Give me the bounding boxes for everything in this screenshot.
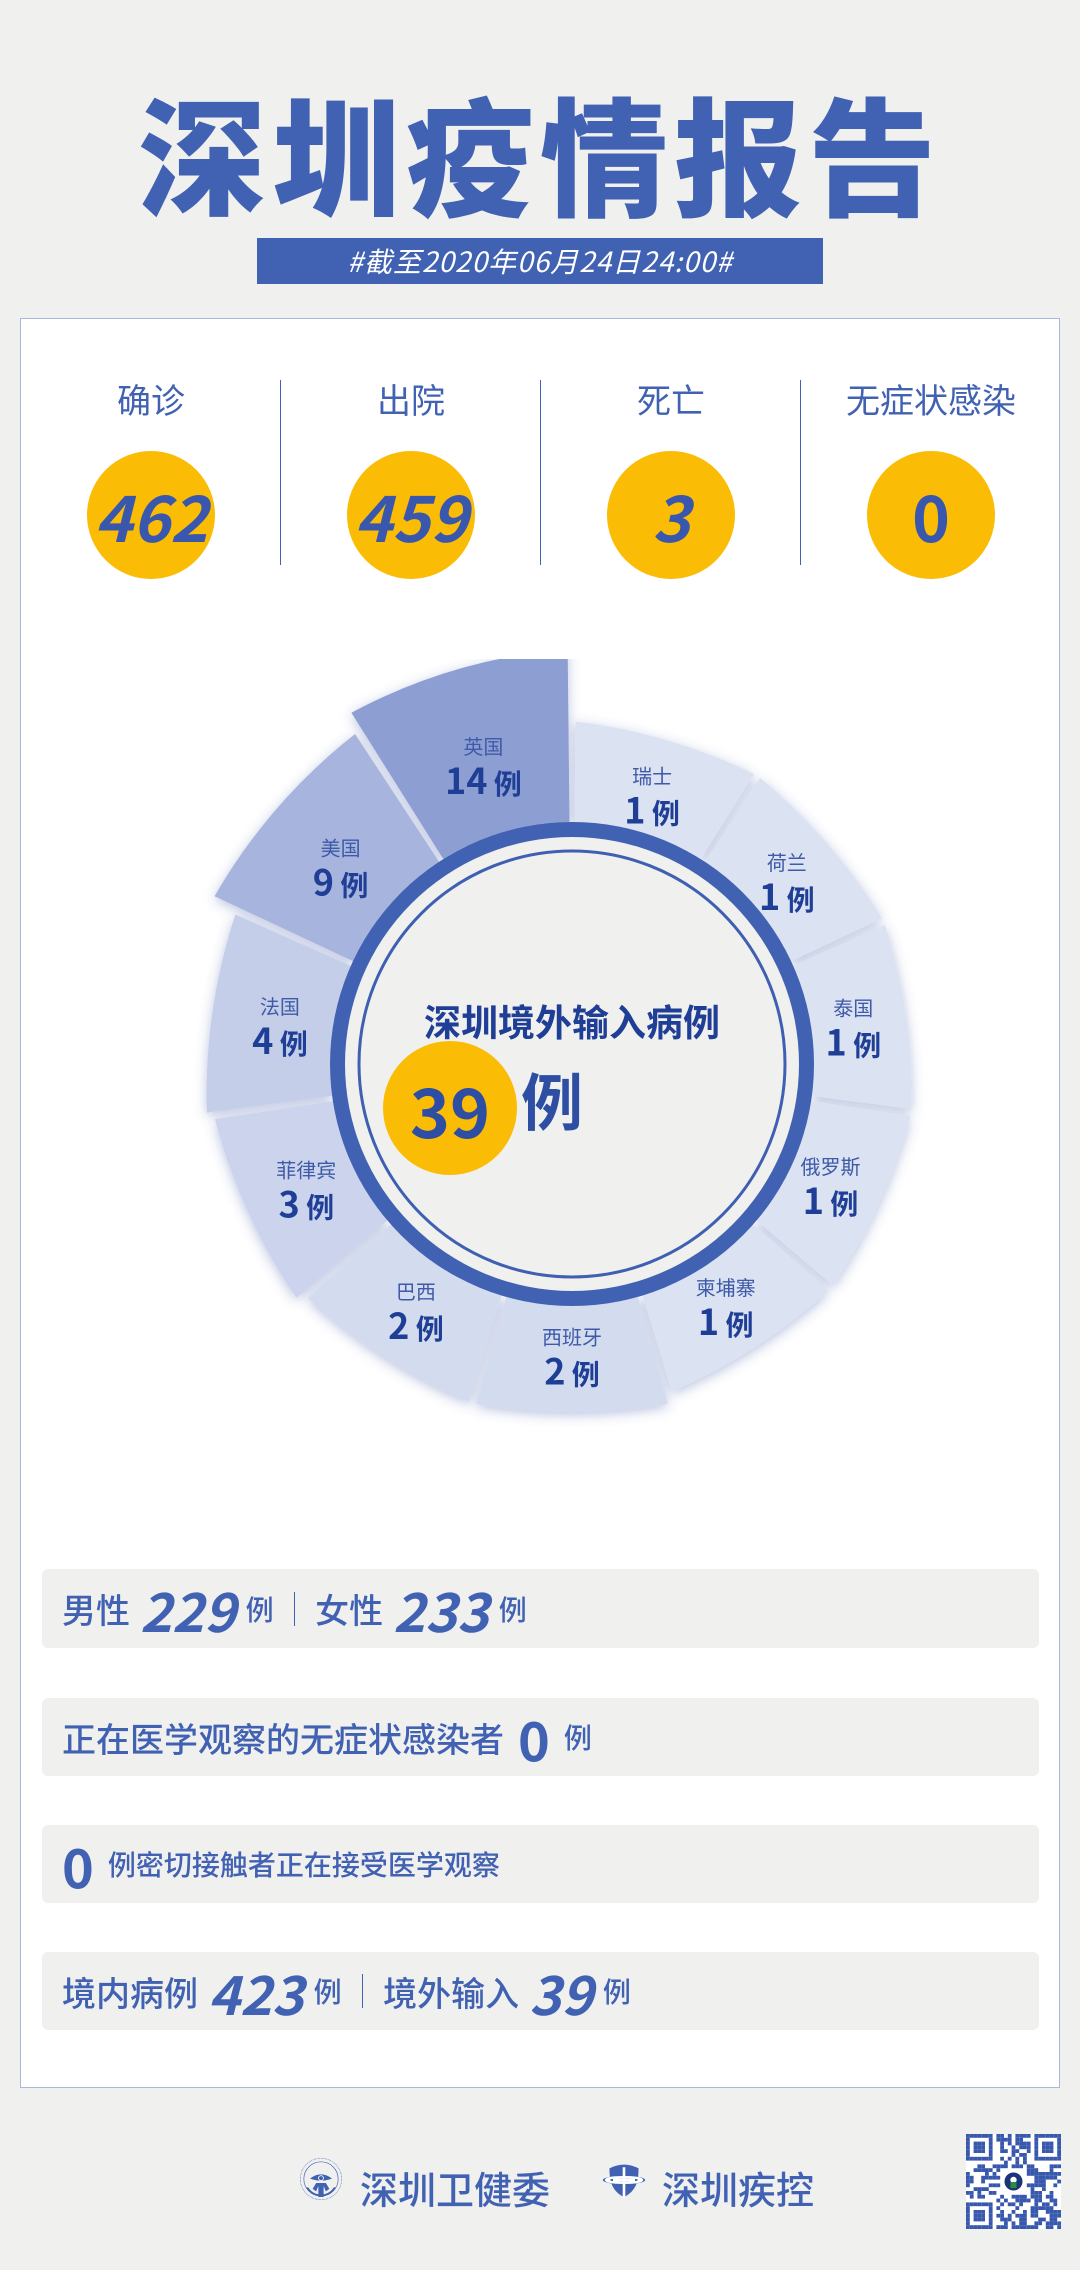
svg-text:深圳境外输入病例: 深圳境外输入病例	[424, 993, 720, 1047]
